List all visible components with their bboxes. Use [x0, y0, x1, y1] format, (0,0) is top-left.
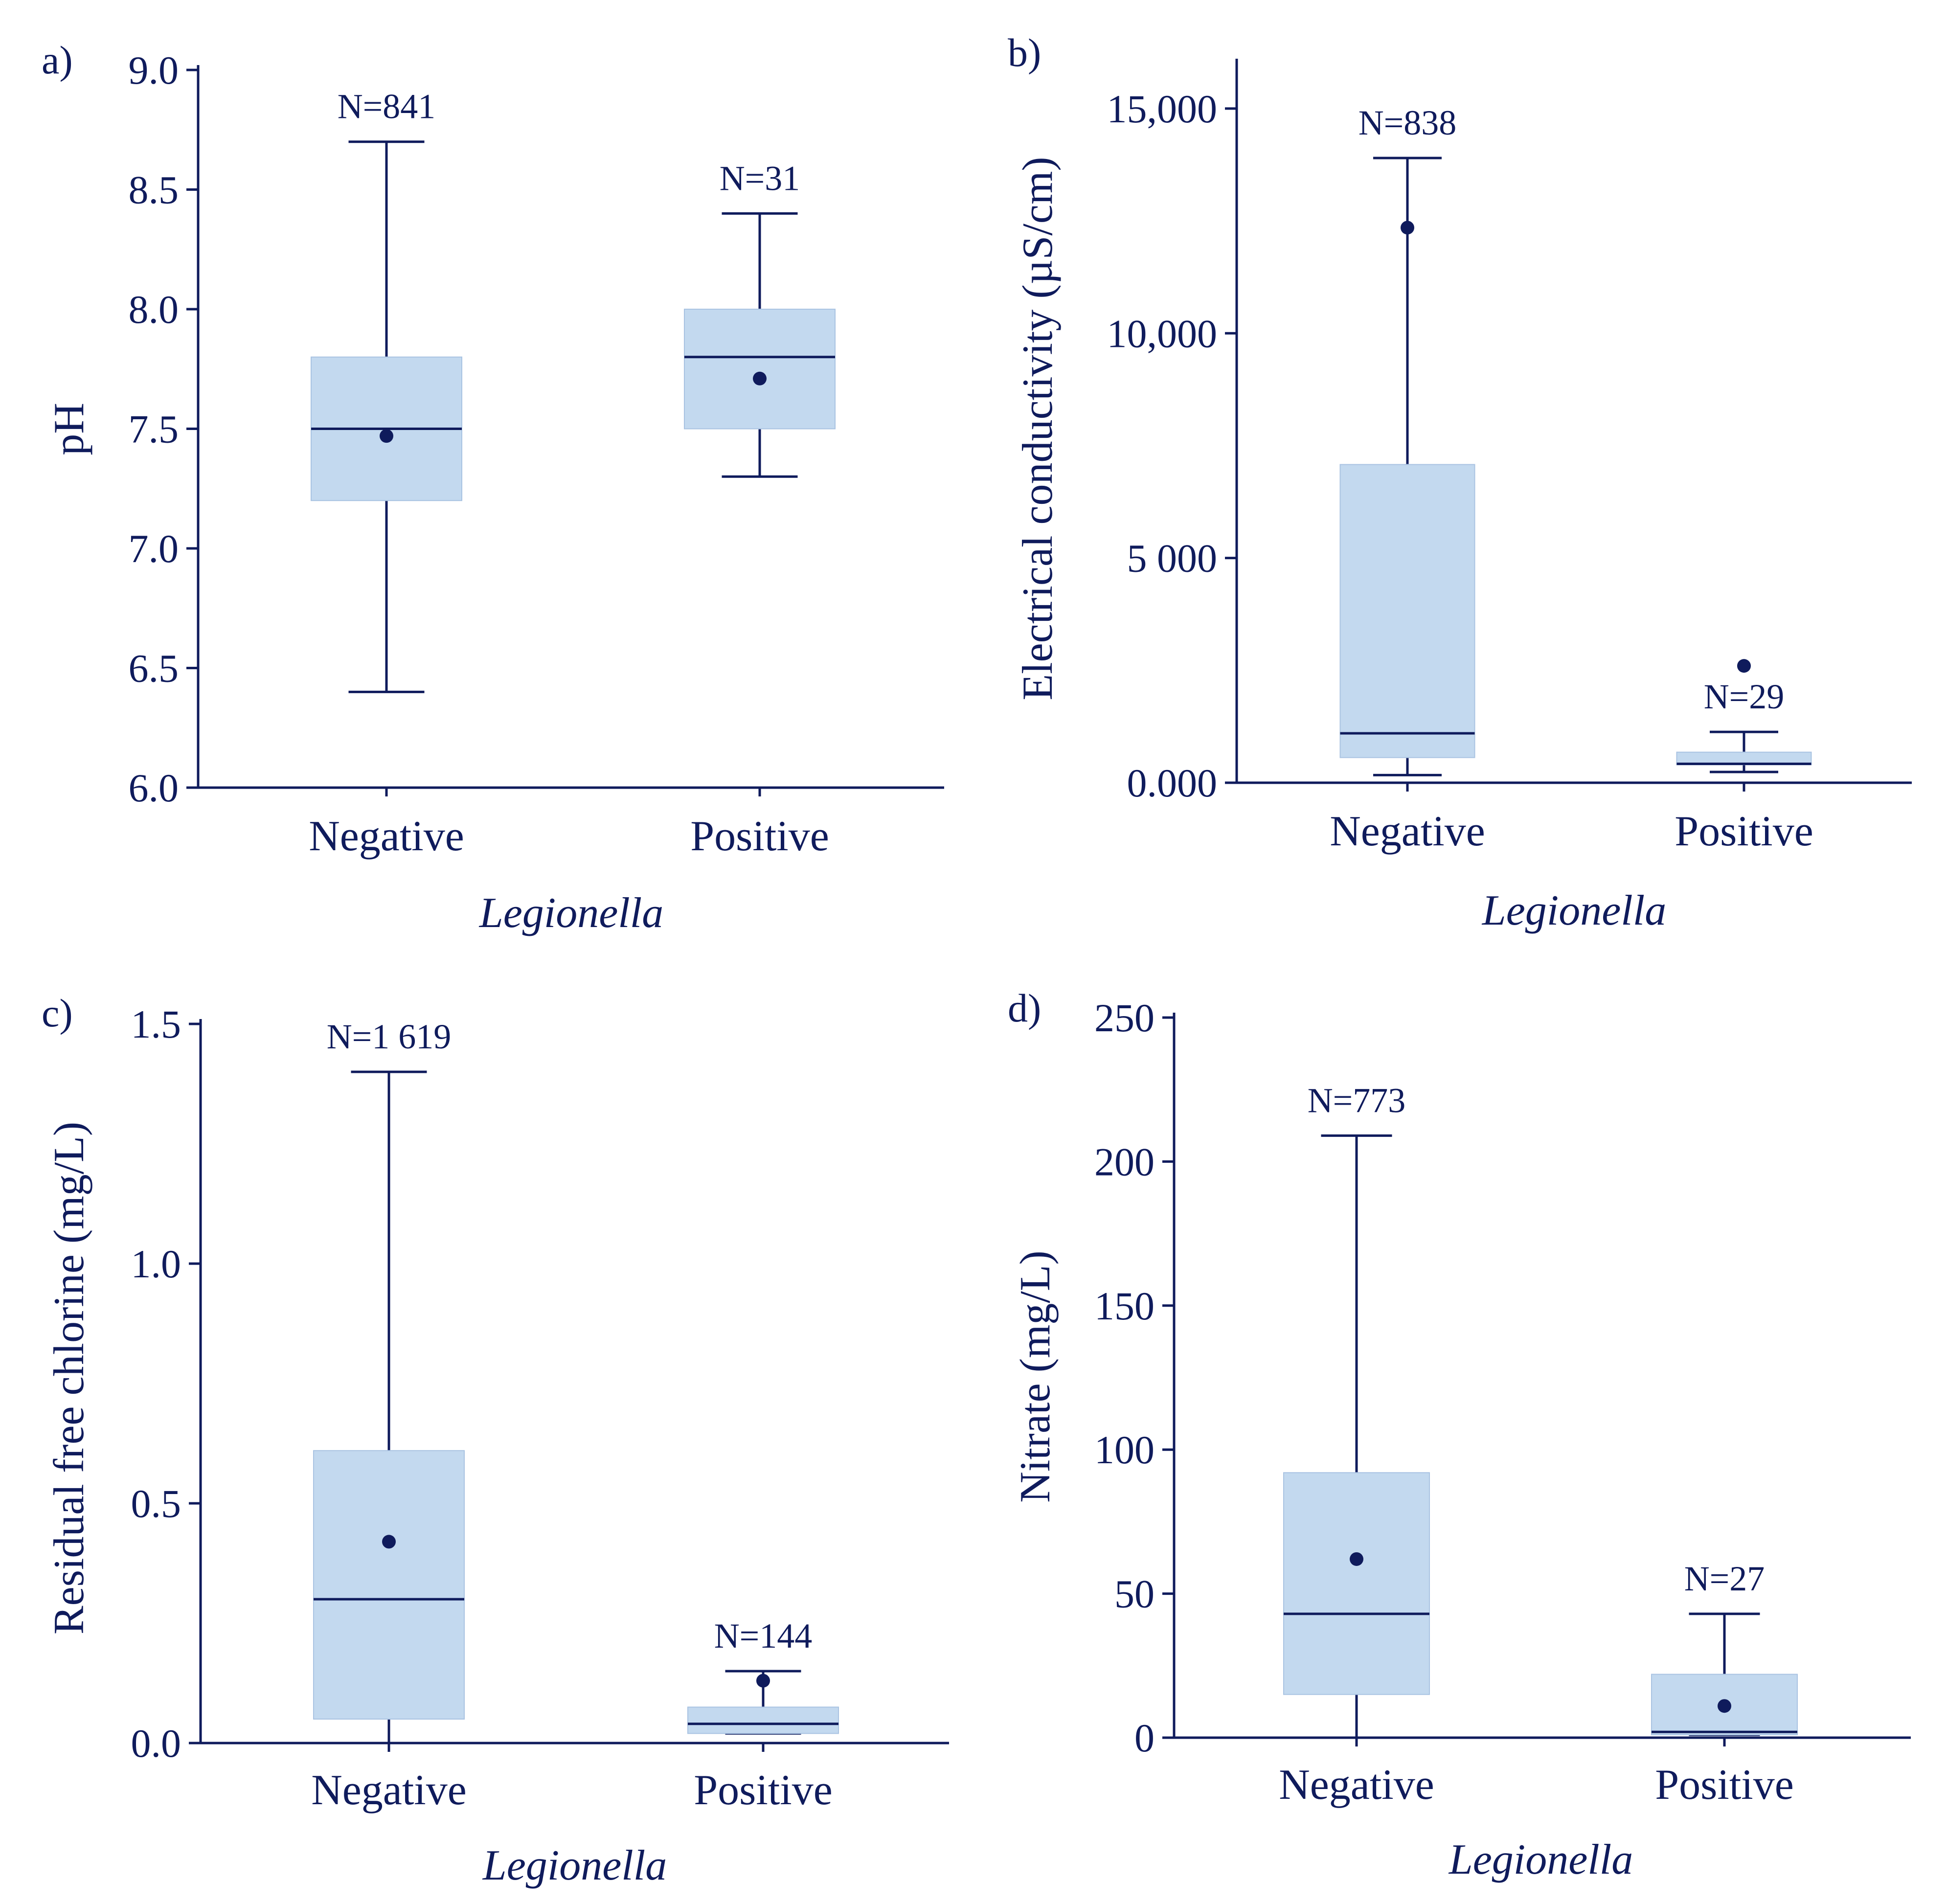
category-label: Positive	[1655, 1761, 1794, 1809]
y-tick-label: 8.0	[129, 287, 179, 332]
y-axis-title: pH	[45, 403, 93, 455]
iqr-box	[684, 309, 836, 430]
n-label: N=773	[1308, 1081, 1406, 1120]
box-positive: N=29 Positive	[1675, 659, 1813, 855]
y-axis-title: Nitrate (mg/L)	[1012, 1250, 1059, 1503]
y-tick-label: 7.5	[129, 407, 179, 452]
iqr-box	[313, 1450, 465, 1720]
y-tick-label: 0.0	[131, 1721, 181, 1766]
y-tick-label: 1.5	[131, 1002, 181, 1046]
y-tick-label: 150	[1094, 1284, 1155, 1328]
n-label: N=1 619	[327, 1017, 452, 1056]
x-axis-title: Legionella	[478, 889, 663, 937]
y-tick-label: 9.0	[129, 48, 179, 92]
y-tick-label: 0.5	[131, 1481, 181, 1526]
box-positive: N=31 Positive	[684, 159, 836, 860]
panel-label: b)	[1008, 30, 1041, 75]
y-tick-label: 1.0	[131, 1242, 181, 1286]
box-positive: N=144 Positive	[687, 1616, 839, 1814]
x-axis-title: Legionella	[1448, 1836, 1633, 1883]
iqr-box	[1339, 464, 1475, 758]
n-label: N=841	[338, 87, 436, 126]
x-axis-title: Legionella	[482, 1842, 667, 1889]
y-tick-label: 7.0	[129, 526, 179, 571]
category-label: Negative	[1330, 808, 1485, 855]
x-axis-title: Legionella	[1481, 887, 1666, 934]
panel-label: a)	[42, 38, 73, 82]
y-tick-label: 250	[1094, 996, 1155, 1040]
box-negative: N=1 619 Negative	[311, 1017, 467, 1814]
panel-label: d)	[1008, 986, 1041, 1030]
category-label: Positive	[1675, 808, 1813, 855]
mean-marker	[1718, 1699, 1731, 1713]
y-tick-label: 50	[1114, 1572, 1155, 1616]
mean-marker	[756, 1674, 770, 1688]
n-label: N=31	[720, 159, 800, 198]
mean-marker	[380, 429, 393, 443]
iqr-box	[1283, 1472, 1430, 1695]
box-negative: N=838 Negative	[1330, 103, 1485, 855]
category-label: Negative	[1279, 1761, 1434, 1809]
panel-label: c)	[42, 991, 73, 1035]
iqr-box	[687, 1706, 839, 1734]
n-label: N=29	[1704, 677, 1785, 716]
y-tick-label: 5 000	[1127, 536, 1218, 581]
y-axis-title: Residual free chlorine (mg/L)	[45, 1122, 93, 1634]
y-tick-label: 15,000	[1107, 87, 1218, 131]
y-axis-title: Electrical conductivity (µS/cm)	[1014, 157, 1062, 700]
mean-marker	[382, 1535, 396, 1549]
y-tick-label: 0	[1134, 1716, 1155, 1760]
box-positive: N=27 Positive	[1651, 1559, 1798, 1809]
panel-a: a) 6.0 6.5 7.0 7.5 8.0 8.5 9.0 pH Legionella N=841…	[42, 38, 944, 937]
box-negative: N=841 Negative	[309, 87, 464, 860]
category-label: Negative	[309, 813, 464, 860]
mean-marker	[1350, 1552, 1363, 1566]
y-tick-label: 0.000	[1127, 761, 1218, 805]
panel-c: c) 0.0 0.5 1.0 1.5 Residual free chlorine (mg…	[42, 991, 949, 1889]
panel-b: b) 0.000 5 000 10,000 15,000 Electrical condu…	[1008, 30, 1912, 934]
n-label: N=144	[714, 1616, 813, 1655]
n-label: N=838	[1358, 103, 1457, 142]
mean-marker	[1737, 659, 1751, 673]
mean-marker	[753, 371, 767, 385]
y-tick-label: 6.0	[129, 766, 179, 810]
category-label: Positive	[690, 813, 829, 860]
y-tick-label: 6.5	[129, 646, 179, 691]
y-tick-label: 8.5	[129, 168, 179, 212]
category-label: Negative	[311, 1767, 467, 1814]
y-tick-label: 10,000	[1107, 311, 1218, 356]
box-negative: N=773 Negative	[1279, 1081, 1434, 1809]
category-label: Positive	[694, 1767, 833, 1814]
mean-marker	[1401, 221, 1414, 235]
y-tick-label: 100	[1094, 1428, 1155, 1472]
y-tick-label: 200	[1094, 1139, 1155, 1184]
n-label: N=27	[1684, 1559, 1765, 1598]
panel-d: d) 0 50 100 150 200 250 Nitrate (mg/L) Legionell…	[1008, 986, 1911, 1883]
